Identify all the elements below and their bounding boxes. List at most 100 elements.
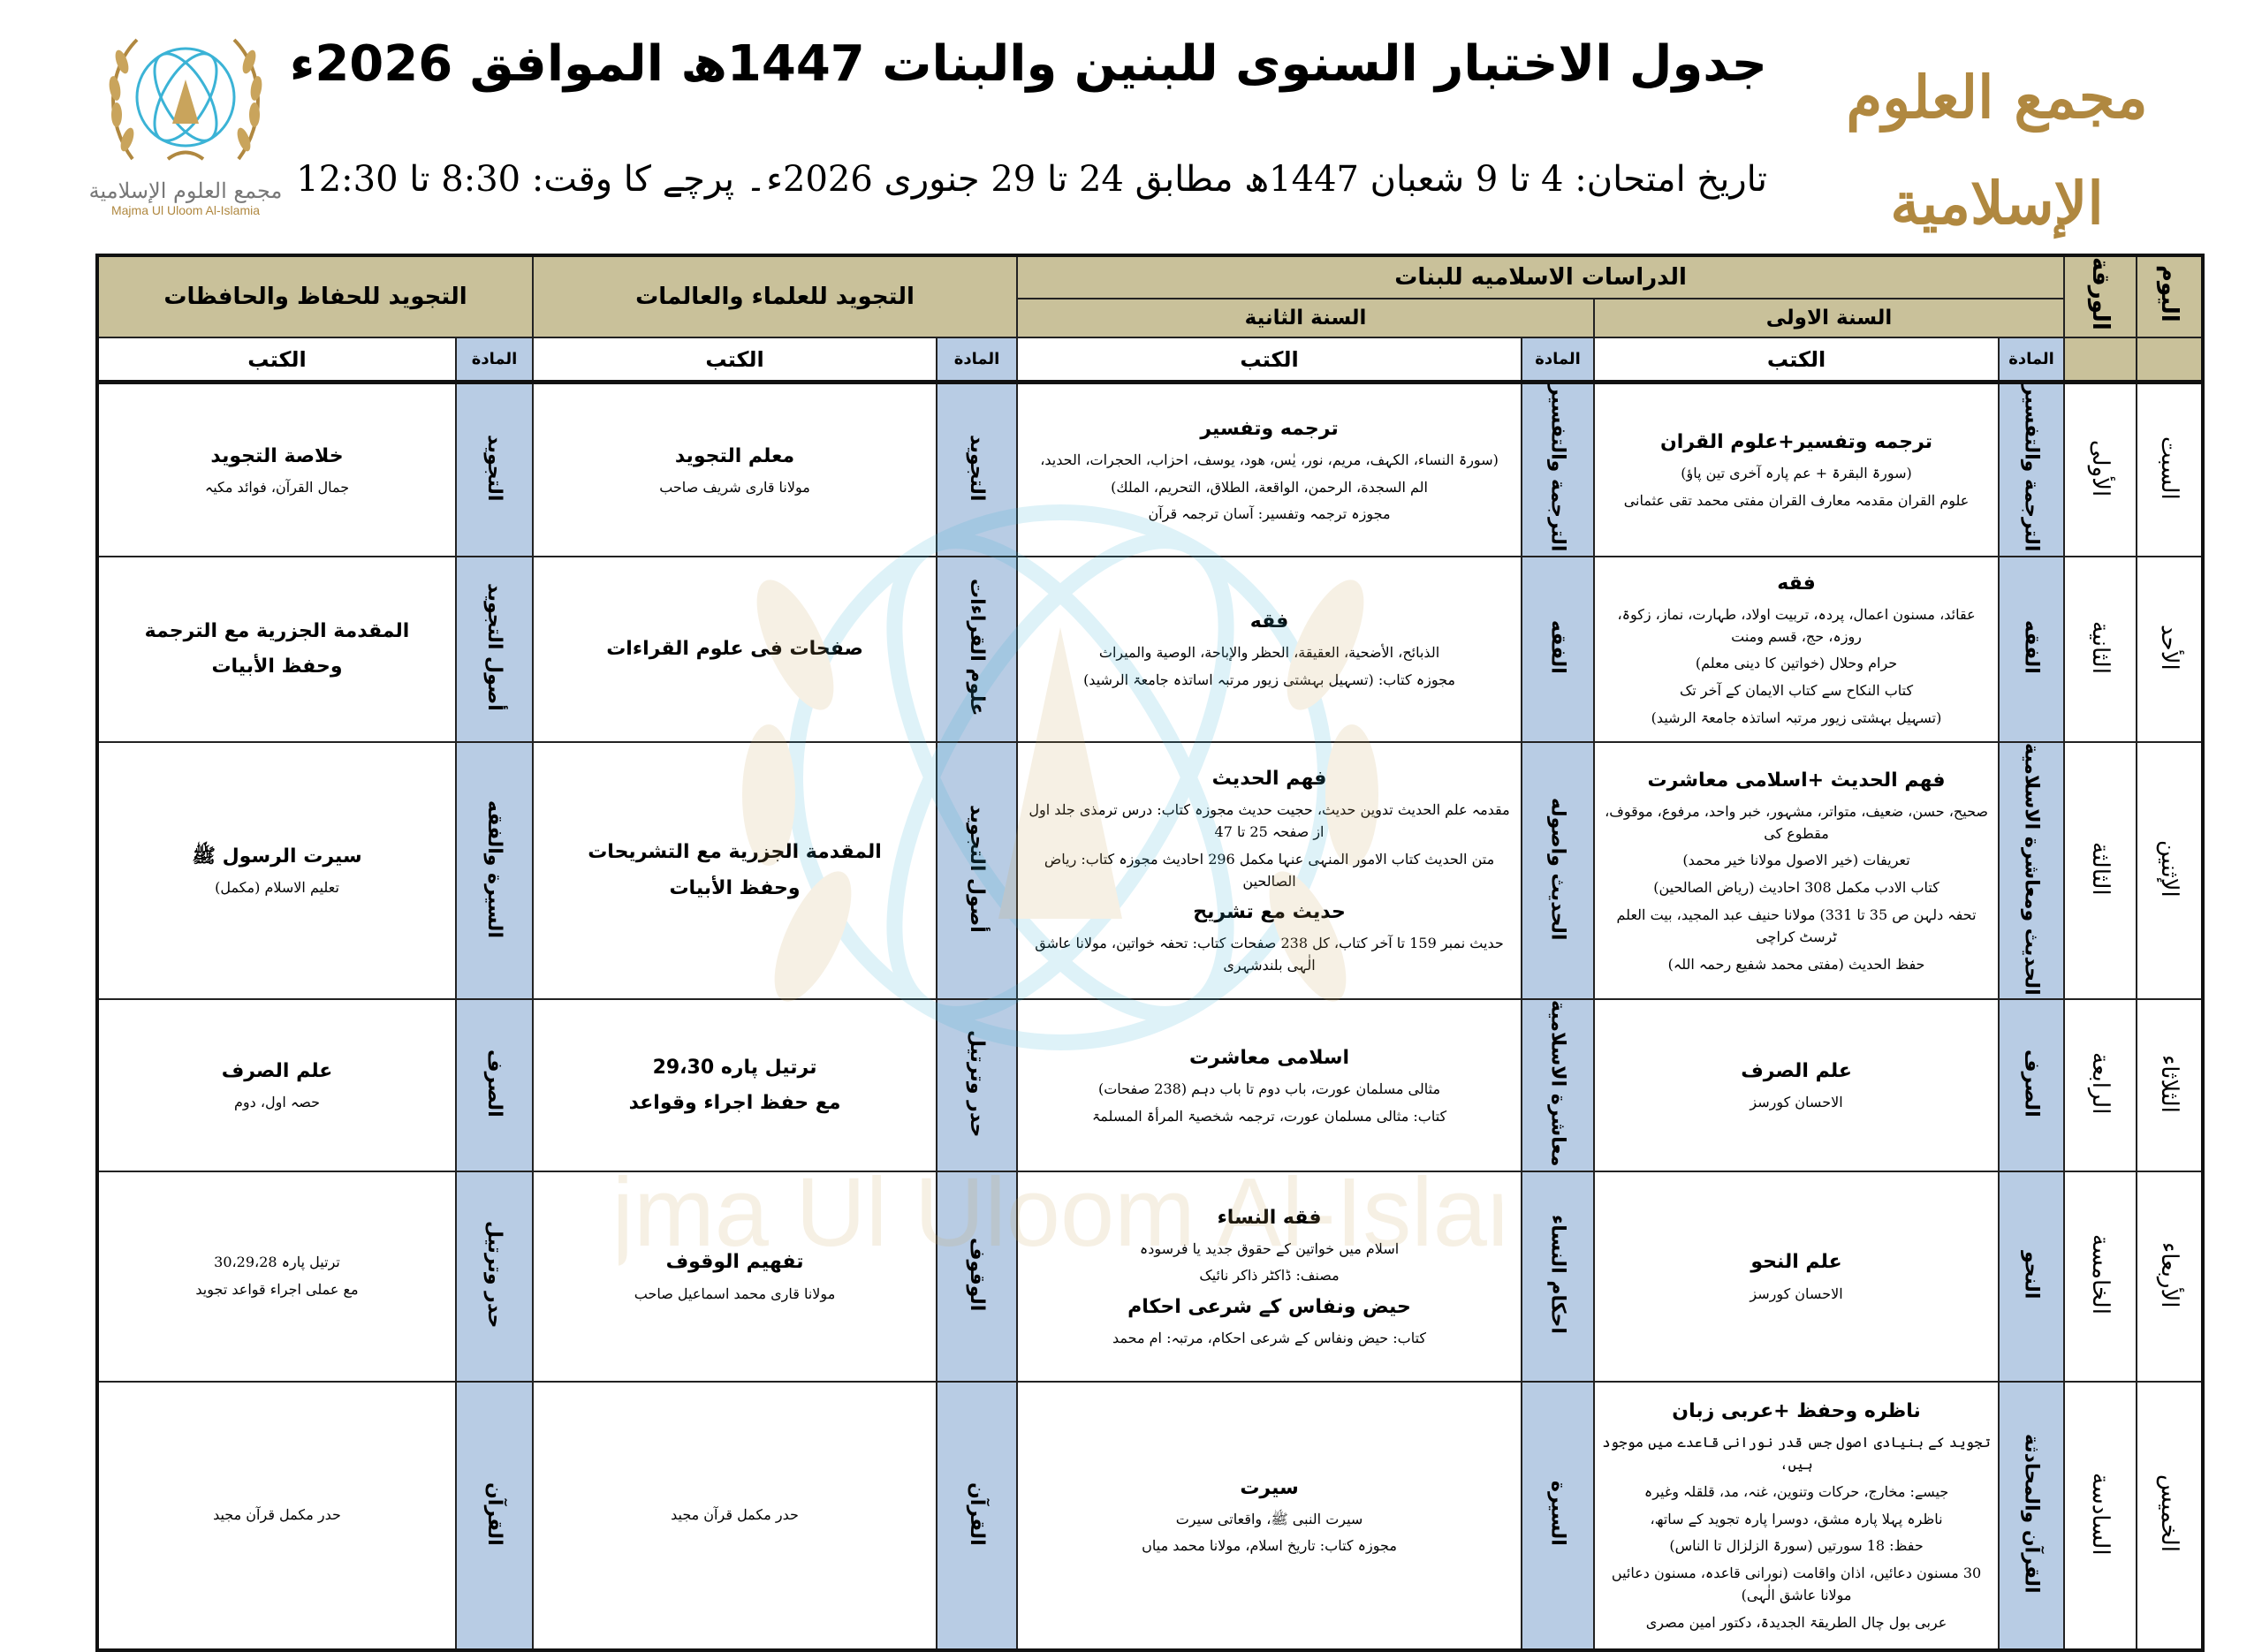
emblem-icon <box>109 38 262 161</box>
book-line: صحیح، حسن، ضعیف، متواتر، مشہور، خبر واحد… <box>1605 802 1988 842</box>
book-line: عقائد، مسنون اعمال، پردہ، تربیت اولاد، ط… <box>1617 605 1976 645</box>
book-line: الم السجدة، الرحمن، الواقعة، الطلاق، الت… <box>1111 478 1428 496</box>
y2-subject-cell-text: السيرة <box>1546 1481 1569 1547</box>
paper-cell-text: الثانية <box>2087 620 2114 674</box>
ulama-subject-cell: أصول التجويد <box>936 740 1019 1001</box>
book-line: المقدمة الجزرية مع التشريحات <box>588 841 882 864</box>
huffaz-subject-cell-text: السيرة والفقه <box>483 799 506 938</box>
book-line: جمال القرآن، فوائد مکیہ <box>204 478 350 496</box>
ulama-subject-cell-text: القرآن <box>966 1481 989 1546</box>
ulama-books-cell: المقدمة الجزرية مع التشريحات وحفظ الأبيات <box>532 740 938 1001</box>
y2-subject-cell-text: الترجمة والتفسير <box>1546 384 1569 552</box>
schedule-row: السبت الأولى الترجمة والتفسير ترجمه وتفسير+… <box>95 380 2205 557</box>
book-line: علم الصرف <box>1741 1060 1852 1083</box>
book-line: مجوزہ کتاب: تاریخ اسلام، مولانا محمد میا… <box>1142 1537 1397 1555</box>
exam-date-time: تاریخ امتحان: 4 تا 9 شعبان 1447ھ مطابق 2… <box>296 159 1767 200</box>
book-line: (تسہیل بہشتی زیور مرتبہ اساتذہ جامعۃ الر… <box>1651 709 1942 726</box>
book-line: صفحات فی علوم القراءات <box>606 637 863 660</box>
y2-books-cell: اسلامی معاشرت مثالی مسلمان عورت، باب دوم … <box>1016 998 1523 1172</box>
book-line: (سورۃ النساء، الکہف، مریم، نور، یٰس، ھود… <box>1040 451 1499 468</box>
book-line: الاحسان کورسز <box>1750 1094 1843 1111</box>
huffaz-subject-cell-text: القرآن <box>483 1481 506 1546</box>
book-line: کتاب النکاح سے کتاب الایمان کے آخر تک <box>1679 682 1914 700</box>
book-line: حصہ اول، دوم <box>233 1094 321 1111</box>
ulama-subject-cell-text: التجويد <box>966 435 989 502</box>
book-line: کتاب: حیض ونفاس کے شرعی احکام، مرتبہ: ام… <box>1112 1330 1427 1347</box>
book-line: مجوزہ ترجمہ وتفسیر: آسان ترجمہ قرآن <box>1148 505 1391 523</box>
schedule-row: الثلاثاء الرابعة الصرف علم الصرف الاحسان کور… <box>95 998 2205 1172</box>
day-cell: الخميس <box>2136 1380 2205 1651</box>
y2-subject-cell-text: معاشرة الاسلامية <box>1546 1000 1569 1167</box>
y2-subject-cell: معاشرة الاسلامية <box>1521 998 1596 1172</box>
ulama-books-header: الكتب <box>532 336 938 383</box>
huffaz-subject-cell-text: التجويد <box>483 435 506 502</box>
book-line: فهم الحديث <box>1211 768 1327 791</box>
book-line: اسلام میں خواتین کے حقوق جدید یا فرسودہ <box>1139 1239 1400 1257</box>
huffaz-books-cell: المقدمة الجزرية مع الترجمة وحفظ الأبيات <box>95 555 458 743</box>
ulama-books-cell: معلم التجويد مولانا قاری شریف صاحب <box>532 380 938 557</box>
book-line: تعریفات (خیر الاصول مولانا خیر محمد) <box>1682 852 1910 869</box>
huffaz-subject-cell: حدر وترتيل <box>455 1170 535 1383</box>
y1-subject-header: المادة <box>1998 336 2066 383</box>
y2-subject-cell: احكام النساء <box>1521 1170 1596 1383</box>
book-line: ترتیل پارہ 30،29،28 <box>214 1254 340 1271</box>
y2-books-cell: سيرت سیرت النبی ﷺ، واقعاتی سیرت مجوزہ کتاب… <box>1016 1380 1523 1651</box>
y1-books-cell: ناظره وحفظ +عربی زبان تجوید کے بنیادی اصو… <box>1593 1380 2000 1651</box>
ulama-subject-cell-text: أصول التجويد <box>966 805 989 933</box>
book-line: تحفہ دلہن ص 35 تا 331) مولانا حنیف عبد ا… <box>1616 906 1977 945</box>
day-cell: الإثنين <box>2136 740 2205 1001</box>
schedule-row: الإثنين الثالثة الحديث ومعاشرة الاسلامية فه… <box>95 740 2205 1001</box>
y2-subject-header: المادة <box>1521 336 1596 383</box>
day-cell: السبت <box>2136 380 2205 557</box>
y1-books-cell: علم الصرف الاحسان کورسز <box>1593 998 2000 1172</box>
paper-cell: الثالثة <box>2063 740 2138 1001</box>
y1-subject-cell-text: الترجمة والتفسير <box>2020 384 2043 552</box>
ulama-subject-cell-text: علوم القراءات <box>966 579 989 716</box>
y1-subject-cell-text: الصرف <box>2020 1050 2043 1118</box>
book-line: مع حفظ اجراء وقواعد <box>628 1091 841 1114</box>
book-line: ترجمه وتفسير+علوم القران <box>1660 431 1933 454</box>
page-title: جدول الاختبار السنوی للبنين والبنات 1447… <box>289 35 1767 93</box>
ulama-subject-cell: الوقوف <box>936 1170 1019 1383</box>
day-cell: الأربعاء <box>2136 1170 2205 1383</box>
y2-subject-cell: الحديث واصوله <box>1521 740 1596 1001</box>
paper-cell-text: الرابعة <box>2087 1052 2114 1115</box>
y2-subject-cell: الفقه <box>1521 555 1596 743</box>
y1-subject-cell: الفقه <box>1998 555 2066 743</box>
book-line: سيرت <box>1240 1476 1299 1499</box>
book-line: متن الحدیث کتاب الامور المنہی عنہا مکمل … <box>1044 850 1495 890</box>
paper-cell-text: الثالثة <box>2087 842 2114 896</box>
day-cell-text: الإثنين <box>2156 840 2183 898</box>
paper-cell-text: السادسة <box>2087 1472 2114 1556</box>
huffaz-books-cell: سیرت الرسول ﷺ تعلیم الاسلام (مکمل) <box>95 740 458 1001</box>
day-cell-text: الأحد <box>2156 624 2183 671</box>
y2-subject-cell-text: الفقه <box>1546 620 1569 675</box>
y1-subject-cell-text: القرآن والمحادثة <box>2020 1434 2043 1594</box>
book-line: ترجمه وتفسير <box>1200 417 1339 440</box>
year-one-header: السنة الاولى <box>1593 298 2066 338</box>
ulama-books-cell: ترتيل پاره 29،30 مع حفظ اجراء وقواعد <box>532 998 938 1172</box>
book-line: علم النحو <box>1750 1251 1842 1274</box>
ulama-subject-cell-text: حدر وترتيل <box>966 1029 989 1138</box>
huffaz-books-cell: علم الصرف حصہ اول، دوم <box>95 998 458 1172</box>
logo-arabic-calligraphy: مجمع العلوم الإسلامية <box>1846 63 2148 238</box>
book-line: حفظ: 18 سورتیں (سورۃ الزلزال تا الناس) <box>1669 1537 1924 1555</box>
ulama-books-cell: صفحات فی علوم القراءات <box>532 555 938 743</box>
ulama-subject-cell: القرآن <box>936 1380 1019 1651</box>
book-line: معلم التجويد <box>674 444 795 467</box>
book-line: مولانا قاری محمد اسماعیل صاحب <box>634 1284 836 1302</box>
book-line: المقدمة الجزرية مع الترجمة <box>144 619 410 642</box>
ulama-subject-cell: علوم القراءات <box>936 555 1019 743</box>
y1-books-header: الكتب <box>1593 336 2000 383</box>
institute-emblem-logo: مجمع العلوم الإسلامية Majma Ul Uloom Al-… <box>88 27 283 243</box>
y1-subject-cell-text: النحو <box>2020 1250 2043 1300</box>
book-line: مع عملی اجراء قواعد تجوید <box>195 1280 359 1298</box>
book-line: مثالی مسلمان عورت، باب دوم تا باب دہم (2… <box>1098 1080 1441 1097</box>
book-line: کتاب الادب مکمل 308 احادیث (ریاض الصالحی… <box>1653 879 1939 897</box>
day-cell-text: الثلاثاء <box>2156 1054 2183 1113</box>
huffaz-books-cell: ترتیل پارہ 30،29،28 مع عملی اجراء قواعد ت… <box>95 1170 458 1383</box>
book-line: حديث مع تشريح <box>1193 901 1346 924</box>
book-line: حیض ونفاس کے شرعی احکام <box>1127 1296 1411 1319</box>
tajweed-ulama-header: التجويد للعلماء والعالمات <box>532 254 1019 338</box>
book-line: عربی بول چال الطریقۃ الجدیدۃ، دکتور امین… <box>1645 1613 1947 1631</box>
